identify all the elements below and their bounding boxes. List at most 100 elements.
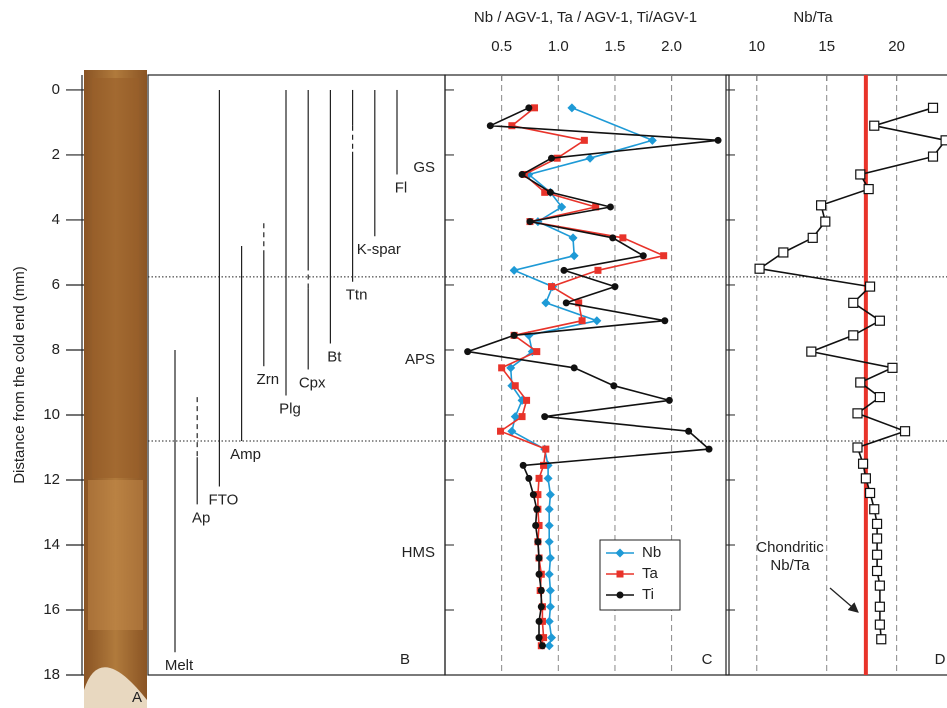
series-line xyxy=(468,108,718,646)
marker xyxy=(497,428,504,435)
marker xyxy=(755,264,764,273)
marker xyxy=(866,282,875,291)
marker xyxy=(508,122,515,129)
legend: NbTaTi xyxy=(600,540,680,610)
y-tick-label: 4 xyxy=(52,211,60,228)
panel-frame xyxy=(445,75,729,675)
legend-label: Nb xyxy=(642,544,661,561)
marker xyxy=(536,571,543,578)
marker xyxy=(779,248,788,257)
reference-arrow xyxy=(830,588,858,612)
marker xyxy=(873,566,882,575)
marker xyxy=(519,413,526,420)
marker xyxy=(875,393,884,402)
y-tick-label: 18 xyxy=(43,666,60,683)
mineral-label: FTO xyxy=(209,491,239,508)
x-tick-label: 10 xyxy=(748,38,765,55)
marker xyxy=(525,475,532,482)
y-tick-label: 16 xyxy=(43,601,60,618)
panel-frame xyxy=(726,75,947,675)
marker xyxy=(941,136,947,145)
marker xyxy=(807,347,816,356)
mineral-label: Cpx xyxy=(299,374,326,391)
marker xyxy=(929,152,938,161)
marker xyxy=(609,234,616,241)
marker xyxy=(870,505,879,514)
x-tick-label: 2.0 xyxy=(661,38,682,55)
marker xyxy=(875,316,884,325)
mineral-label: Ttn xyxy=(346,287,368,304)
x-axis-title: Nb/Ta xyxy=(793,9,833,26)
panel-label: A xyxy=(132,689,142,706)
marker xyxy=(611,283,618,290)
marker xyxy=(567,103,576,112)
marker xyxy=(853,443,862,452)
y-tick-label: 0 xyxy=(52,81,60,98)
marker xyxy=(546,586,555,595)
mineral-label: Bt xyxy=(327,348,342,365)
marker xyxy=(536,634,543,641)
marker xyxy=(464,348,471,355)
marker xyxy=(511,332,518,339)
x-axis-title: Nb / AGV-1, Ta / AGV-1, Ti/AGV-1 xyxy=(474,9,697,26)
marker xyxy=(875,581,884,590)
marker xyxy=(929,103,938,112)
marker xyxy=(548,283,555,290)
marker xyxy=(877,635,886,644)
marker xyxy=(875,602,884,611)
marker xyxy=(487,122,494,129)
y-tick-label: 12 xyxy=(43,471,60,488)
mineral-label: Zrn xyxy=(257,371,280,388)
marker xyxy=(546,553,555,562)
mineral-label: Plg xyxy=(279,400,301,417)
mineral-label: K-spar xyxy=(357,241,401,258)
marker xyxy=(530,491,537,498)
marker xyxy=(520,462,527,469)
marker xyxy=(864,185,873,194)
marker xyxy=(648,136,657,145)
marker xyxy=(542,446,549,453)
x-tick-label: 1.0 xyxy=(548,38,569,55)
legend-box xyxy=(600,540,680,610)
marker xyxy=(536,475,543,482)
marker xyxy=(545,521,554,530)
panel-label: B xyxy=(400,651,410,668)
y-axis-title: Distance from the cold end (mm) xyxy=(11,266,28,484)
marker xyxy=(545,537,554,546)
marker xyxy=(849,298,858,307)
reference-label: Chondritic xyxy=(756,539,824,556)
marker xyxy=(617,592,624,599)
legend-label: Ti xyxy=(642,586,654,603)
marker xyxy=(610,382,617,389)
marker xyxy=(873,534,882,543)
marker xyxy=(607,203,614,210)
figure: 024681012141618Distance from the cold en… xyxy=(0,0,947,708)
marker xyxy=(808,233,817,242)
y-tick-label: 6 xyxy=(52,276,60,293)
marker xyxy=(594,267,601,274)
marker xyxy=(523,397,530,404)
reference-label: Nb/Ta xyxy=(770,557,810,574)
y-tick-label: 8 xyxy=(52,341,60,358)
x-tick-label: 1.5 xyxy=(605,38,626,55)
marker xyxy=(570,251,579,260)
marker xyxy=(536,554,543,561)
marker xyxy=(592,316,601,325)
marker xyxy=(545,505,554,514)
x-tick-label: 15 xyxy=(818,38,835,55)
marker xyxy=(873,519,882,528)
marker xyxy=(560,267,567,274)
marker xyxy=(660,252,667,259)
panel-frame xyxy=(148,75,445,675)
marker xyxy=(541,413,548,420)
marker xyxy=(534,538,541,545)
panel-label: D xyxy=(935,651,946,668)
marker xyxy=(545,617,554,626)
marker xyxy=(821,217,830,226)
marker xyxy=(706,446,713,453)
marker xyxy=(544,474,553,483)
marker xyxy=(888,363,897,372)
y-tick-label: 14 xyxy=(43,536,60,553)
marker xyxy=(545,641,554,650)
mineral-label: Ap xyxy=(192,509,210,526)
